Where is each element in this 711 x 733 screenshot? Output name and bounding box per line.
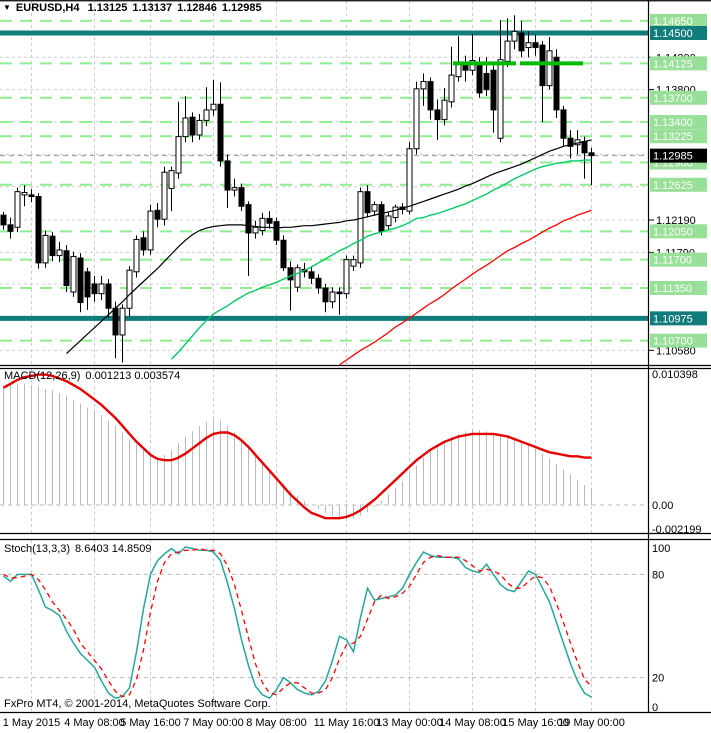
svg-text:1.14125: 1.14125 [653, 58, 693, 70]
ma-red [339, 209, 592, 366]
indicator-axes: 0.010398 0.00 -0.002199 100 80 20 0 [652, 369, 702, 714]
time-axis-label: 5 May 16:00 [120, 717, 181, 729]
price-level-badge: 1.11350 [650, 280, 707, 295]
stoch-indicator-label: Stoch(13,3,3) 8.6403 14.8509 [4, 543, 152, 555]
macd-values: 0.001213 0.003574 [85, 370, 181, 382]
svg-text:1.12625: 1.12625 [653, 180, 693, 192]
open-value: 1.13125 [87, 2, 128, 14]
stoch-axis-label: 0 [652, 702, 658, 714]
low-value: 1.12846 [177, 2, 217, 14]
panel-frame [0, 0, 711, 714]
macd-axis-label: 0.00 [652, 500, 673, 512]
symbol-period-label: EURUSD,H4 [15, 2, 80, 14]
price-level-badge: 1.10700 [650, 333, 707, 348]
macd-axis-label: 0.010398 [652, 369, 698, 381]
time-axis-label: 4 May 08:00 [64, 717, 125, 729]
candlesticks [0, 15, 595, 363]
svg-text:1.11700: 1.11700 [653, 255, 692, 267]
svg-text:1.13700: 1.13700 [653, 93, 693, 105]
macd-indicator-label: MACD(12,26,9) 0.001213 0.003574 [4, 370, 180, 382]
price-level-badge: 1.14125 [650, 56, 707, 71]
time-axis-label: 19 May 00:00 [558, 717, 625, 729]
macd-axis-label: -0.002199 [652, 524, 702, 536]
svg-text:1.13225: 1.13225 [653, 131, 693, 143]
time-axis-label: 11 May 16:00 [314, 717, 380, 729]
symbol-dropdown-icon[interactable]: ▼ [3, 3, 11, 12]
macd-name: MACD(12,26,9) [4, 370, 81, 382]
macd-panel [0, 373, 648, 520]
copyright-text: FxPro MT4, © 2001-2014, MetaQuotes Softw… [4, 698, 271, 710]
stoch-axis-label: 80 [652, 569, 664, 581]
svg-text:1.11350: 1.11350 [653, 283, 692, 295]
close-value: 1.12985 [221, 2, 262, 14]
key-levels [0, 30, 648, 321]
current-price-badge: 1.12985 [650, 148, 707, 163]
ma-green [170, 159, 592, 360]
stoch-values: 8.6403 14.8509 [75, 543, 152, 555]
ma-black [66, 139, 592, 355]
price-axis-label: 1.12190 [656, 215, 696, 227]
price-axis: 1.142001.138001.121901.117901.105801.146… [648, 13, 707, 357]
key-level-badge: 1.10975 [650, 311, 707, 326]
price-level-badge: 1.13400 [650, 115, 707, 130]
price-level-badge: 1.13225 [650, 129, 707, 144]
price-level-badge: 1.12050 [650, 224, 707, 239]
stoch-name: Stoch(13,3,3) [4, 543, 71, 555]
svg-text:1.14500: 1.14500 [653, 28, 693, 40]
svg-text:1.12050: 1.12050 [653, 226, 693, 238]
time-axis-label: 14 May 08:00 [439, 717, 506, 729]
time-axis: 1 May 2015 4 May 08:005 May 16:00 7 May 00… [3, 717, 625, 729]
price-level-badge: 1.13700 [650, 90, 707, 105]
stochastic-panel [0, 546, 648, 700]
stoch-axis-label: 20 [652, 673, 664, 685]
price-level-badge: 1.14650 [650, 13, 707, 28]
svg-text:1.13400: 1.13400 [653, 117, 693, 129]
time-axis-label: 1 May 2015 [3, 717, 60, 729]
time-axis-label: 8 May 08:00 [246, 717, 307, 729]
chart-header: ▼ EURUSD,H4 1.13125 1.13137 1.12846 1.12985 [3, 2, 262, 14]
svg-text:1.10700: 1.10700 [653, 336, 693, 348]
price-level-badge: 1.11700 [650, 252, 707, 267]
svg-text:1.14650: 1.14650 [653, 16, 693, 28]
price-axis-label: 1.10580 [656, 345, 696, 357]
price-scale[interactable] [649, 0, 711, 712]
svg-text:1.10975: 1.10975 [653, 313, 693, 325]
time-axis-label: 15 May 16:00 [502, 717, 569, 729]
time-axis-label: 7 May 00:00 [183, 717, 244, 729]
time-scale[interactable] [0, 713, 711, 733]
svg-text:1.12985: 1.12985 [653, 151, 693, 163]
stoch-axis-label: 100 [652, 543, 670, 555]
key-level-badge: 1.14500 [650, 26, 707, 40]
price-level-badge: 1.12625 [650, 177, 707, 192]
time-axis-label: 13 May 00:00 [376, 717, 443, 729]
high-value: 1.13137 [132, 2, 173, 14]
